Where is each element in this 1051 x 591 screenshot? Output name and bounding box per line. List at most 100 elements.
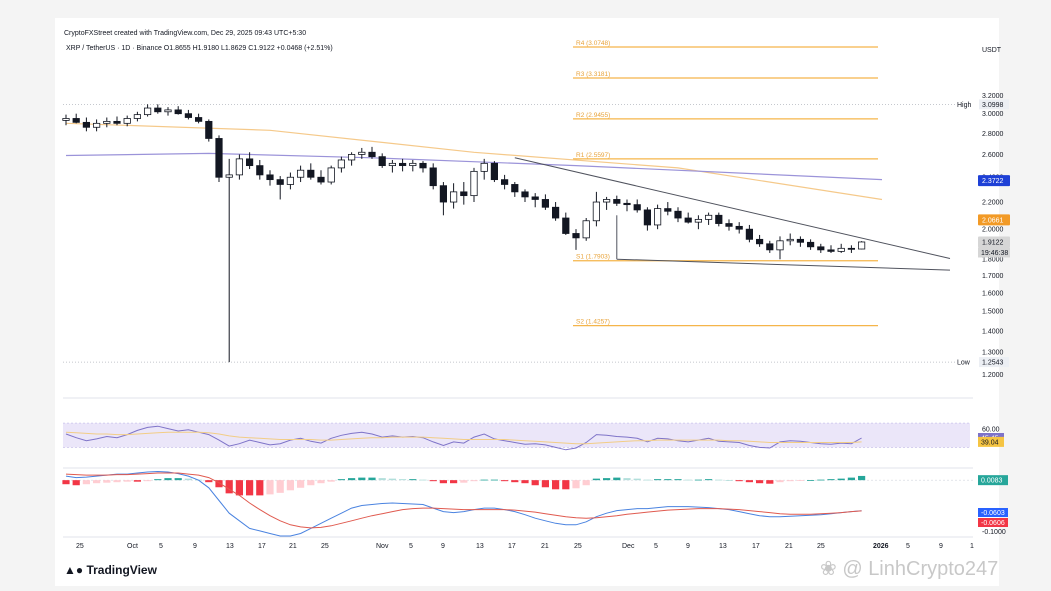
macd-histogram-bar bbox=[164, 478, 172, 481]
candle-body bbox=[582, 220, 590, 239]
candle-body bbox=[143, 107, 152, 116]
x-axis-tick: 9 bbox=[193, 543, 197, 550]
macd-histogram-bar bbox=[674, 479, 682, 481]
macd-histogram-bar bbox=[552, 480, 560, 490]
candle-body bbox=[654, 208, 662, 226]
candle-body bbox=[72, 118, 80, 123]
extreme-marker-box bbox=[955, 357, 977, 368]
price-badge-value: 2.3722 bbox=[982, 178, 1004, 185]
chart-frame bbox=[55, 18, 999, 586]
candle-body bbox=[837, 247, 845, 252]
macd-histogram-bar bbox=[113, 480, 121, 483]
extreme-marker-label: Low bbox=[957, 360, 971, 367]
candle-body bbox=[470, 170, 478, 197]
candle-body bbox=[460, 191, 468, 197]
candle-body bbox=[715, 214, 723, 224]
x-axis-tick: 25 bbox=[321, 543, 329, 550]
macd-histogram-bar bbox=[541, 480, 549, 488]
macd-histogram-bar bbox=[796, 480, 804, 481]
candle-body bbox=[633, 204, 641, 211]
price-axis-tick: 2.2000 bbox=[982, 200, 1004, 207]
candle-body bbox=[531, 196, 539, 200]
symbol-legend[interactable]: XRP / TetherUS · 1D · Binance O1.8655 H1… bbox=[66, 45, 333, 52]
macd-histogram-bar bbox=[531, 480, 539, 486]
extreme-value-box bbox=[979, 99, 1009, 110]
candle-body bbox=[215, 138, 223, 178]
price-axis-tick: 3.2000 bbox=[982, 93, 1004, 100]
x-axis-tick: Oct bbox=[127, 543, 138, 550]
extreme-value: 1.2543 bbox=[982, 360, 1004, 367]
candle-body bbox=[337, 159, 346, 169]
candle-body bbox=[817, 246, 825, 251]
macd-histogram-bar bbox=[613, 477, 621, 481]
macd-histogram-bar bbox=[266, 480, 274, 495]
macd-histogram-bar bbox=[348, 478, 356, 481]
macd-histogram-bar bbox=[215, 480, 223, 488]
price-badge bbox=[978, 175, 1010, 187]
pivot-label: S1 (1.7903) bbox=[576, 254, 610, 261]
candle-body bbox=[664, 208, 672, 212]
x-axis-tick: 9 bbox=[441, 543, 445, 550]
candle-body bbox=[552, 206, 560, 219]
signal-value-badge bbox=[978, 518, 1008, 527]
candle-body bbox=[358, 151, 366, 155]
candle-body bbox=[603, 199, 611, 203]
tradingview-logo[interactable]: ▲● TradingView bbox=[64, 563, 157, 577]
x-axis-tick: Dec bbox=[622, 543, 635, 550]
countdown-badge bbox=[978, 247, 1010, 258]
macd-histogram-bar bbox=[378, 478, 386, 481]
candle-body bbox=[858, 241, 866, 250]
price-badge-value: 2.0661 bbox=[982, 217, 1004, 224]
x-axis-tick: 17 bbox=[258, 543, 266, 550]
candle-body bbox=[511, 184, 519, 193]
macd-histogram-bar bbox=[817, 479, 825, 481]
x-axis-tick: 5 bbox=[654, 543, 658, 550]
macd-histogram-bar bbox=[358, 477, 366, 481]
price-badge bbox=[978, 214, 1010, 226]
x-axis-tick: 13 bbox=[719, 543, 727, 550]
macd-histogram-bar bbox=[184, 478, 192, 481]
macd-hist-value: 0.0083 bbox=[981, 478, 1003, 485]
macd-histogram-bar bbox=[715, 479, 723, 481]
candle-body bbox=[307, 169, 315, 178]
macd-histogram-bar bbox=[399, 479, 407, 481]
price-axis-tick: 2.6000 bbox=[982, 152, 1004, 159]
macd-histogram-bar bbox=[582, 480, 590, 486]
price-badge bbox=[978, 236, 1010, 248]
x-axis-tick: 25 bbox=[817, 543, 825, 550]
candle-body bbox=[235, 158, 243, 176]
candle-body bbox=[225, 174, 233, 178]
candle-body bbox=[93, 122, 101, 128]
candle-body bbox=[409, 162, 417, 167]
rsi-axis-tick: 60.00 bbox=[982, 427, 1000, 434]
candle-body bbox=[521, 191, 529, 198]
macd-histogram-bar bbox=[837, 478, 845, 481]
x-axis-tick: 21 bbox=[541, 543, 549, 550]
candle-body bbox=[827, 249, 835, 252]
macd-histogram-bar bbox=[133, 480, 141, 482]
candle-body bbox=[245, 158, 254, 167]
macd-histogram-bar bbox=[154, 479, 162, 481]
extreme-value-box bbox=[979, 357, 1009, 368]
macd-histogram-bar bbox=[501, 480, 509, 482]
macd-histogram-bar bbox=[694, 479, 702, 481]
macd-histogram-bar bbox=[572, 480, 580, 489]
price-axis-tick: 1.7000 bbox=[982, 273, 1004, 280]
macd-histogram-bar bbox=[562, 480, 570, 490]
candle-body bbox=[296, 169, 305, 178]
pivot-label: R1 (2.5597) bbox=[576, 152, 610, 159]
candle-body bbox=[317, 176, 325, 183]
macd-histogram-bar bbox=[409, 479, 417, 481]
x-axis-tick: 25 bbox=[574, 543, 582, 550]
macd-histogram-bar bbox=[470, 480, 478, 482]
candle-body bbox=[419, 162, 427, 169]
macd-value-badge bbox=[978, 508, 1008, 517]
candle-body bbox=[807, 241, 815, 248]
candle-body bbox=[766, 243, 774, 251]
extreme-marker-box bbox=[955, 99, 977, 110]
macd-histogram-bar bbox=[511, 480, 519, 483]
candle-body bbox=[725, 223, 733, 227]
price-axis-unit: USDT bbox=[982, 47, 1002, 54]
candle-body bbox=[541, 199, 550, 208]
